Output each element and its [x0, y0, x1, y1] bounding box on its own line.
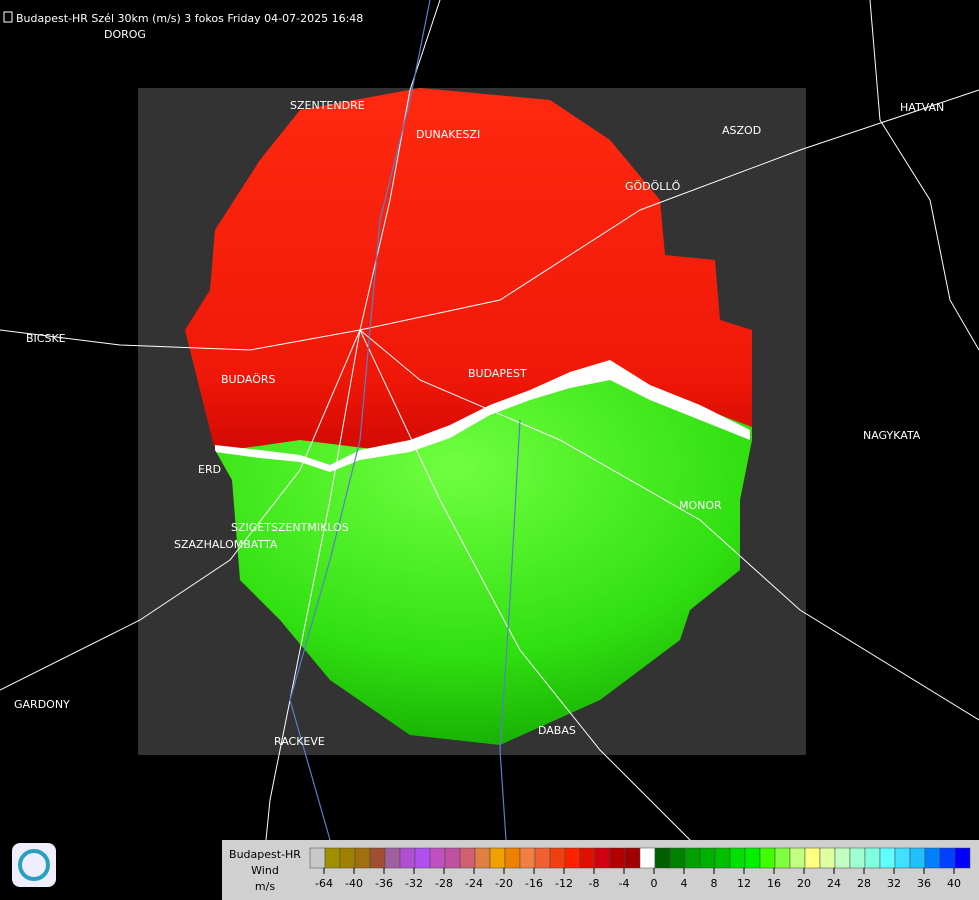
legend-tick-label: 40 [947, 877, 961, 890]
place-label: ERD [198, 463, 221, 476]
menu-icon[interactable] [3, 11, 13, 23]
legend-tick-label: 32 [887, 877, 901, 890]
place-label: GÖDÖLLŐ [625, 179, 681, 193]
legend-swatch [444, 847, 461, 869]
place-label: SZIGETSZENTMIKLOS [231, 521, 349, 534]
legend-tick-label: 8 [711, 877, 718, 890]
rivers [289, 0, 521, 900]
legend-swatch [759, 847, 776, 869]
legend-swatch [504, 847, 521, 869]
place-label: BUDAÖRS [221, 373, 276, 386]
legend-swatch [864, 847, 881, 869]
place-label: SZENTENDRE [290, 99, 365, 112]
legend-tick-label: -20 [495, 877, 513, 890]
legend-swatch [894, 847, 911, 869]
legend-tick-label: 20 [797, 877, 811, 890]
place-label: BICSKE [26, 332, 66, 345]
legend-swatch [714, 847, 731, 869]
legend-tick-label: 36 [917, 877, 931, 890]
legend-swatch [399, 847, 416, 869]
legend-tick-label: -36 [375, 877, 393, 890]
legend-swatch [789, 847, 806, 869]
legend-swatch [909, 847, 926, 869]
legend-swatch [924, 847, 941, 869]
legend-swatch [699, 847, 716, 869]
legend-swatch [309, 847, 326, 869]
legend-swatch [324, 847, 341, 869]
legend-tick-label: 0 [651, 877, 658, 890]
legend-swatch [669, 847, 686, 869]
place-label: DUNAKESZI [416, 128, 480, 141]
legend-swatch [459, 847, 476, 869]
legend-swatch [819, 847, 836, 869]
place-label: NAGYKATA [863, 429, 921, 442]
legend-swatch [549, 847, 566, 869]
legend-tick-label: -8 [589, 877, 600, 890]
legend-swatch [624, 847, 641, 869]
legend-swatch [834, 847, 851, 869]
legend-swatch [579, 847, 596, 869]
legend-tick-label: -16 [525, 877, 543, 890]
legend-tick-label: 16 [767, 877, 781, 890]
legend-swatch [609, 847, 626, 869]
legend-swatch [384, 847, 401, 869]
legend-swatch [564, 847, 581, 869]
legend-swatch [774, 847, 791, 869]
place-label: DOROG [104, 28, 146, 41]
legend-tick-label: -12 [555, 877, 573, 890]
legend-swatch [354, 847, 371, 869]
place-label: GARDONY [14, 698, 70, 711]
legend-swatch [519, 847, 536, 869]
legend-swatch [534, 847, 551, 869]
legend-swatch [594, 847, 611, 869]
legend-tick-label: -64 [315, 877, 333, 890]
legend-swatch [369, 847, 386, 869]
legend-swatch [879, 847, 896, 869]
legend-radar: Budapest-HR [229, 848, 301, 861]
legend-swatch [729, 847, 746, 869]
legend-swatch [429, 847, 446, 869]
legend-swatch [684, 847, 701, 869]
legend-tick-label: -24 [465, 877, 483, 890]
legend-swatch [414, 847, 431, 869]
legend-unit: m/s [255, 880, 275, 893]
legend-tick-label: 24 [827, 877, 841, 890]
legend-tick-label: -40 [345, 877, 363, 890]
place-label: RACKEVE [274, 735, 325, 748]
place-label: BUDAPEST [468, 367, 527, 380]
legend-swatch [804, 847, 821, 869]
legend-swatch [474, 847, 491, 869]
legend-tick-label: 4 [681, 877, 688, 890]
legend-swatch [939, 847, 956, 869]
legend-quantity: Wind [251, 864, 279, 877]
legend-tick-label: 28 [857, 877, 871, 890]
place-label: MONOR [679, 499, 722, 512]
legend-swatch [339, 847, 356, 869]
place-label: HATVAN [900, 101, 944, 114]
logo-mark [18, 849, 50, 881]
legend-swatch [954, 847, 971, 869]
legend-swatch [639, 847, 656, 869]
place-label: DABAS [538, 724, 576, 737]
place-label: ASZOD [722, 124, 761, 137]
legend-swatch [744, 847, 761, 869]
legend-tick-label: -28 [435, 877, 453, 890]
title: Budapest-HR Szél 30km (m/s) 3 fokos Frid… [16, 12, 363, 25]
legend-tick-label: 12 [737, 877, 751, 890]
legend-tick-label: -4 [619, 877, 630, 890]
place-label: SZAZHALOMBATTA [174, 538, 278, 551]
legend-swatch [654, 847, 671, 869]
legend-swatch [849, 847, 866, 869]
legend-tick-label: -32 [405, 877, 423, 890]
legend-swatch [489, 847, 506, 869]
